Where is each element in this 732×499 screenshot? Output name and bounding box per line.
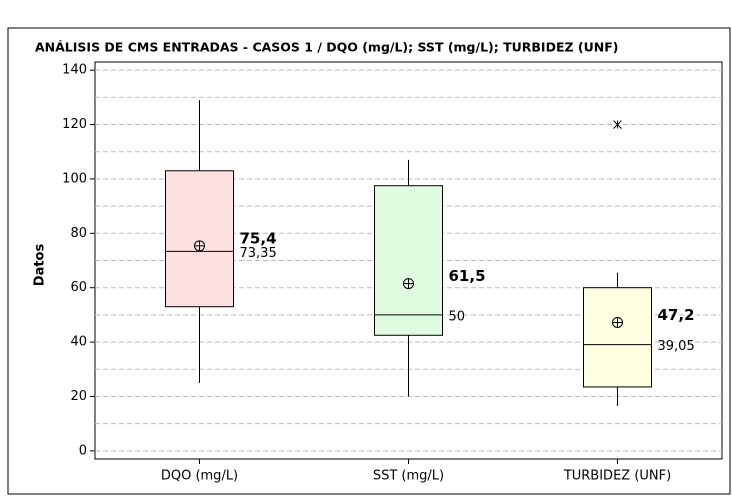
median-label: 50 xyxy=(449,309,466,324)
y-tick-label: 140 xyxy=(62,63,87,78)
outlier xyxy=(613,120,622,129)
mean-label: 75,4 xyxy=(240,229,277,247)
x-tick-label: SST (mg/L) xyxy=(373,469,444,484)
y-tick-label: 80 xyxy=(70,226,87,241)
mean-label: 61,5 xyxy=(449,267,486,285)
mean-marker-cross xyxy=(612,317,623,328)
y-tick-label: 40 xyxy=(70,335,87,350)
box xyxy=(583,287,652,388)
x-tick-label: DQO (mg/L) xyxy=(161,469,238,484)
mean-marker-cross xyxy=(194,240,205,251)
y-tick-label: 20 xyxy=(70,389,87,404)
median-label: 73,35 xyxy=(240,246,277,261)
mean-label: 47,2 xyxy=(658,306,695,324)
mean-marker-cross xyxy=(403,278,414,289)
y-tick-label: 100 xyxy=(62,171,87,186)
chart-title: ANÁLISIS DE CMS ENTRADAS - CASOS 1 / DQO… xyxy=(35,40,618,55)
y-axis-label: Datos xyxy=(33,244,48,287)
y-tick-label: 60 xyxy=(70,280,87,295)
x-tick-label: TURBIDEZ (UNF) xyxy=(563,469,671,484)
y-tick-label: 120 xyxy=(62,117,87,132)
box xyxy=(165,170,234,308)
box xyxy=(374,185,443,336)
y-tick-label: 0 xyxy=(79,443,87,458)
median-label: 39,05 xyxy=(658,339,695,354)
